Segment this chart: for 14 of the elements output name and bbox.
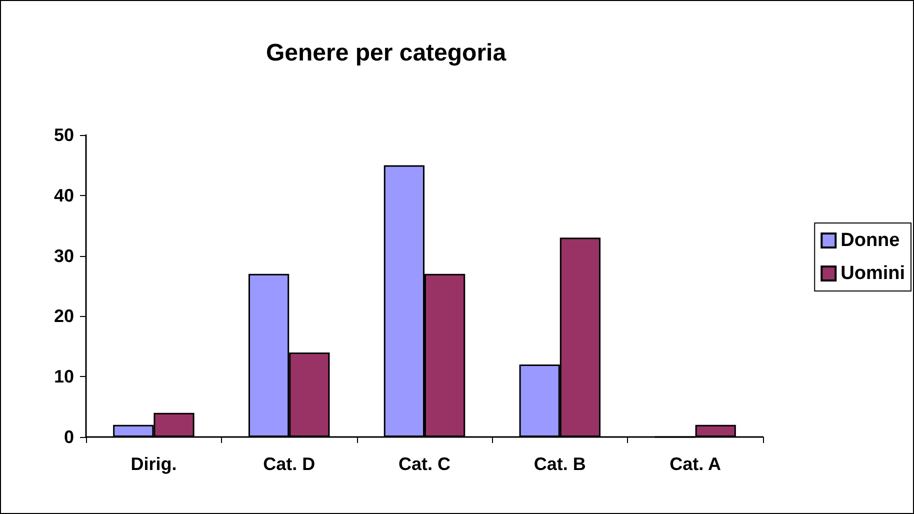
x-tick-label: Cat. C (398, 454, 451, 474)
x-tick-label: Cat. D (263, 454, 316, 474)
y-tick-label: 20 (54, 306, 74, 326)
y-tick-label: 40 (54, 185, 74, 206)
legend-label: Uomini (840, 263, 906, 284)
x-tick-label: Dirig. (130, 454, 177, 474)
y-tick-label: 50 (54, 125, 74, 145)
legend-label: Donne (840, 230, 900, 251)
y-tick-label: 30 (54, 246, 74, 266)
x-tick-label: Cat. B (534, 454, 586, 474)
chart-title: Genere per categoria (266, 40, 507, 66)
x-tick-label: Cat. A (670, 454, 721, 474)
y-tick-label: 0 (64, 427, 74, 447)
y-tick-label: 10 (54, 366, 74, 387)
